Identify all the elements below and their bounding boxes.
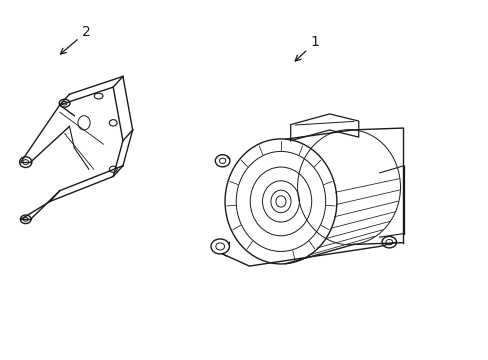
Text: 1: 1 [295, 36, 319, 61]
Text: 2: 2 [61, 25, 91, 54]
